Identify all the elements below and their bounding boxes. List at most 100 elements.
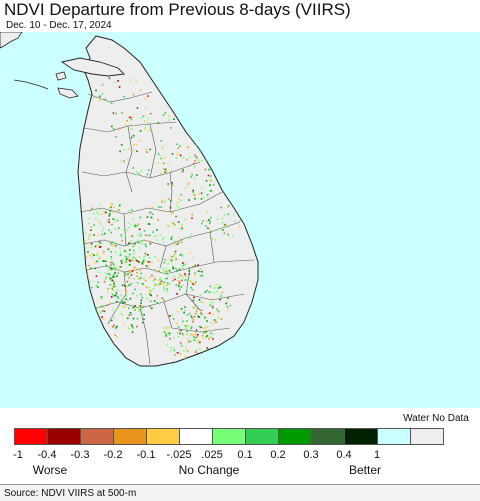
ndvi-pixel — [194, 160, 196, 162]
ndvi-pixel — [176, 205, 178, 207]
ndvi-pixel — [204, 326, 207, 329]
ndvi-pixel — [174, 250, 177, 253]
mannar-island — [57, 87, 79, 99]
ndvi-pixel — [170, 213, 173, 215]
ndvi-pixel — [123, 228, 125, 231]
ndvi-pixel — [101, 233, 104, 236]
ndvi-pixel — [210, 231, 212, 233]
ndvi-pixel — [200, 326, 202, 329]
ndvi-pixel — [161, 238, 164, 240]
ndvi-pixel — [206, 347, 208, 349]
ndvi-pixel — [166, 272, 168, 275]
ndvi-pixel — [180, 286, 182, 288]
ndvi-pixel — [181, 279, 183, 282]
ndvi-pixel — [129, 312, 132, 314]
ndvi-pixel — [160, 280, 163, 283]
ndvi-pixel — [100, 305, 102, 308]
ndvi-pixel — [201, 222, 203, 225]
ndvi-pixel — [184, 218, 187, 221]
ndvi-pixel — [205, 180, 208, 182]
legend-tick-label: -0.3 — [70, 449, 90, 461]
ndvi-pixel — [109, 275, 111, 277]
ndvi-pixel — [156, 294, 159, 297]
ndvi-pixel — [182, 267, 184, 269]
ndvi-pixel — [100, 312, 102, 314]
ndvi-pixel — [98, 256, 101, 259]
ndvi-pixel — [138, 306, 141, 309]
ndvi-pixel — [155, 283, 157, 286]
legend-swatch — [344, 428, 378, 445]
ndvi-pixel — [200, 312, 202, 314]
ndvi-pixel — [129, 249, 131, 251]
ndvi-pixel — [162, 271, 165, 274]
ndvi-pixel — [140, 302, 142, 304]
ndvi-pixel — [201, 159, 203, 162]
ndvi-pixel — [114, 228, 117, 230]
ndvi-pixel — [89, 280, 91, 283]
ndvi-pixel — [139, 140, 142, 142]
ndvi-pixel — [175, 267, 177, 270]
ndvi-pixel — [114, 242, 117, 244]
ndvi-pixel — [107, 272, 109, 275]
ndvi-pixel — [187, 182, 190, 184]
ndvi-pixel — [111, 263, 113, 265]
ndvi-pixel — [96, 253, 99, 255]
ndvi-pixel — [89, 226, 92, 229]
ndvi-pixel — [90, 267, 92, 270]
ndvi-pixel — [167, 162, 169, 165]
ndvi-pixel — [123, 95, 125, 98]
ndvi-pixel — [145, 107, 147, 109]
ndvi-pixel — [186, 325, 188, 327]
ndvi-pixel — [213, 319, 216, 321]
ndvi-pixel — [164, 330, 167, 333]
ndvi-pixel — [129, 79, 132, 81]
ndvi-pixel — [185, 355, 187, 358]
ndvi-pixel — [183, 311, 185, 314]
ndvi-pixel — [170, 200, 172, 202]
ndvi-pixel — [98, 241, 101, 243]
ndvi-pixel — [189, 252, 191, 254]
ndvi-pixel — [136, 317, 139, 320]
ndvi-pixel — [163, 269, 165, 272]
legend-swatch — [80, 428, 114, 445]
ndvi-pixel — [119, 254, 122, 256]
ndvi-pixel — [167, 332, 169, 334]
ndvi-pixel — [157, 259, 160, 261]
ndvi-pixel — [185, 327, 188, 329]
ndvi-pixel — [103, 280, 106, 283]
ndvi-pixel — [180, 238, 182, 241]
legend-swatch — [410, 428, 444, 445]
ndvi-pixel — [227, 308, 230, 311]
ndvi-pixel — [134, 224, 136, 227]
ndvi-pixel — [185, 278, 188, 281]
ndvi-pixel — [202, 337, 205, 340]
ndvi-pixel — [91, 207, 93, 210]
ndvi-pixel — [124, 285, 126, 287]
ndvi-pixel — [103, 318, 105, 320]
ndvi-pixel — [170, 346, 172, 349]
ndvi-pixel — [182, 284, 184, 287]
ndvi-pixel — [140, 117, 143, 119]
ndvi-pixel — [90, 246, 92, 248]
ndvi-pixel — [170, 169, 173, 172]
ndvi-pixel — [150, 294, 152, 297]
legend-swatch — [212, 428, 246, 445]
ndvi-pixel — [168, 334, 171, 336]
ndvi-pixel — [185, 187, 187, 189]
ndvi-pixel — [105, 211, 107, 214]
ndvi-pixel — [192, 256, 195, 259]
ndvi-pixel — [169, 337, 171, 340]
ndvi-pixel — [96, 254, 98, 257]
ndvi-pixel — [87, 238, 90, 240]
ndvi-pixel — [98, 213, 100, 216]
legend-swatch — [377, 428, 411, 445]
ndvi-pixel — [219, 298, 221, 301]
ndvi-pixel — [206, 211, 209, 214]
ndvi-pixel — [214, 286, 216, 289]
ndvi-pixel — [133, 266, 136, 269]
ndvi-pixel — [171, 153, 174, 155]
ndvi-pixel — [92, 97, 95, 99]
ndvi-pixel — [113, 81, 116, 84]
ndvi-pixel — [95, 285, 98, 287]
ndvi-pixel — [134, 243, 136, 245]
